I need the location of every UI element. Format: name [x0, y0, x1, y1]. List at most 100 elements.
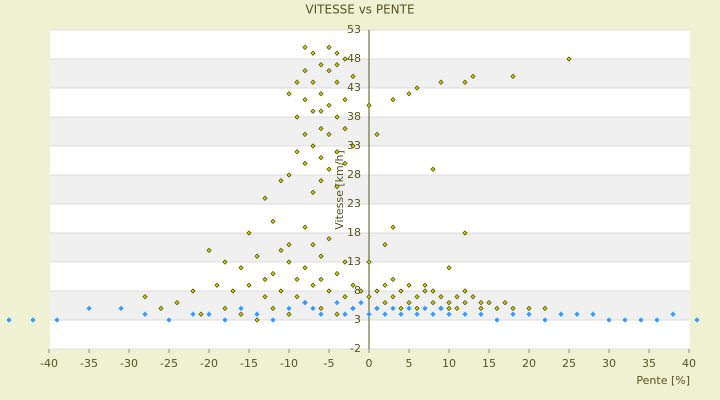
point [334, 50, 340, 56]
point [334, 299, 340, 306]
x-tick-label: 10 [442, 357, 456, 370]
point [406, 282, 412, 288]
x-tick-label: -5 [324, 357, 335, 370]
point [294, 114, 300, 120]
point [670, 311, 676, 317]
point [542, 305, 548, 312]
point [390, 276, 396, 283]
point [190, 288, 196, 294]
point [278, 178, 284, 184]
point [118, 305, 124, 312]
point [318, 276, 324, 283]
point [366, 294, 372, 300]
point [462, 79, 468, 85]
x-tick-label: -35 [80, 357, 98, 370]
point [310, 241, 316, 248]
point [6, 317, 12, 323]
point [334, 311, 340, 317]
point [222, 305, 228, 312]
x-tick-label: -20 [200, 357, 218, 370]
point [566, 56, 572, 62]
point [398, 288, 404, 294]
point [350, 143, 356, 149]
point [694, 317, 700, 323]
point [390, 294, 396, 300]
point [366, 102, 372, 109]
point [286, 91, 292, 97]
point [222, 317, 228, 323]
point [30, 317, 36, 323]
point [542, 317, 548, 323]
y-tick-label: 18 [347, 226, 361, 239]
grid-band [50, 59, 690, 88]
point [286, 241, 292, 248]
x-tick-label: -10 [280, 357, 298, 370]
point [366, 311, 372, 317]
point [558, 311, 564, 317]
point [510, 73, 516, 80]
point [198, 311, 204, 317]
point [254, 311, 260, 317]
x-tick-label: 25 [562, 357, 576, 370]
point [238, 305, 244, 312]
point [214, 282, 220, 288]
point [54, 317, 60, 323]
point [294, 79, 300, 85]
point [334, 149, 340, 155]
y-tick-label: 53 [347, 23, 361, 36]
point [270, 317, 276, 323]
point [302, 131, 308, 138]
point [350, 282, 356, 288]
point [462, 288, 468, 294]
point [446, 305, 452, 312]
point [270, 218, 276, 225]
point [414, 311, 420, 317]
point [374, 131, 380, 138]
point [414, 85, 420, 91]
point [382, 299, 388, 306]
point [414, 294, 420, 300]
point [326, 131, 332, 138]
point [254, 317, 260, 323]
point [422, 305, 428, 312]
point [278, 288, 284, 294]
point [430, 311, 436, 317]
y-tick-label: 43 [347, 81, 361, 94]
x-tick-label: 0 [366, 357, 373, 370]
point [334, 62, 340, 68]
x-axis-label: Pente [%] [636, 374, 690, 387]
point [462, 230, 468, 236]
point [142, 311, 148, 317]
point [526, 305, 532, 312]
point [326, 288, 332, 294]
point [422, 282, 428, 288]
point [574, 311, 580, 317]
point [390, 96, 396, 103]
y-tick-label: -2 [350, 342, 361, 355]
point [342, 125, 348, 132]
point [358, 288, 364, 294]
point [366, 259, 372, 265]
point [390, 305, 396, 312]
x-tick-label: 40 [682, 357, 696, 370]
point [246, 282, 252, 288]
point [318, 91, 324, 97]
point [422, 288, 428, 294]
point [278, 247, 284, 254]
point [318, 305, 324, 312]
point [342, 96, 348, 103]
point [270, 270, 276, 277]
point [454, 305, 460, 312]
point [286, 259, 292, 265]
point [326, 236, 332, 242]
x-tick-label: 20 [522, 357, 536, 370]
point [158, 305, 164, 312]
x-tick-label: -25 [160, 357, 178, 370]
x-tick-label: -30 [120, 357, 138, 370]
point [174, 299, 180, 306]
point [286, 172, 292, 178]
point [142, 294, 148, 300]
point [318, 253, 324, 259]
point [350, 73, 356, 80]
